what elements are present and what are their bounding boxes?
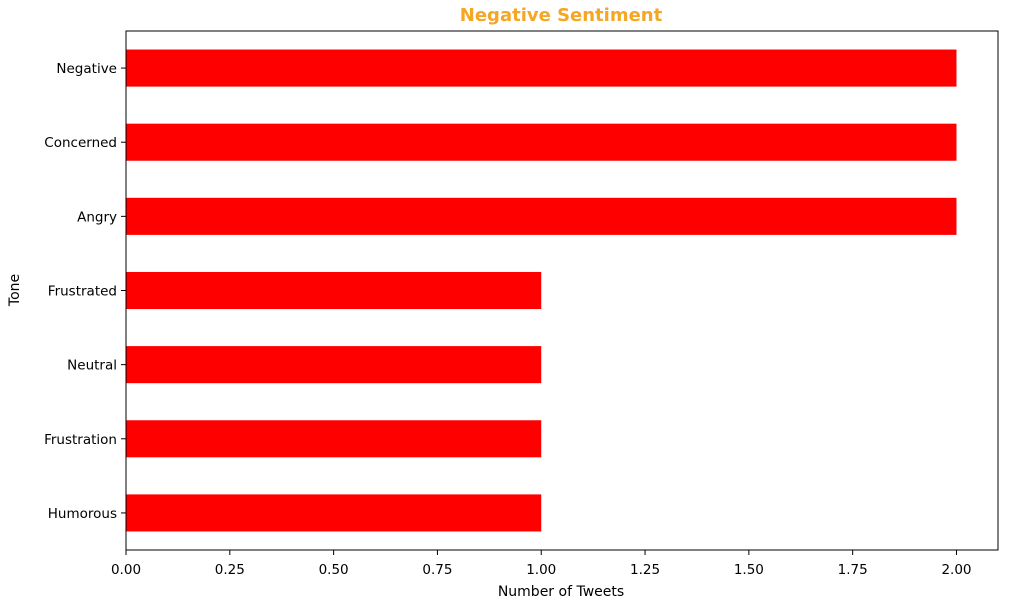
chart-title: Negative Sentiment: [460, 5, 663, 26]
y-tick-label: Angry: [77, 209, 117, 225]
x-tick-label: 1.25: [630, 562, 660, 578]
bar-neutral: [126, 346, 542, 384]
x-axis-label: Number of Tweets: [498, 584, 624, 600]
bar-concerned: [126, 123, 957, 161]
x-tick-label: 1.75: [838, 562, 868, 578]
y-axis-label: Tone: [7, 274, 23, 307]
x-tick-label: 0.25: [215, 562, 245, 578]
y-tick-label: Concerned: [44, 135, 117, 151]
y-tick-label: Frustration: [44, 432, 117, 448]
x-tick-label: 0.75: [422, 562, 452, 578]
bar-frustration: [126, 420, 542, 458]
y-axis-ticks: Negative Concerned Angry Frustrated Neutral F…: [44, 61, 126, 522]
y-tick-label: Frustrated: [48, 284, 117, 300]
x-tick-label: 2.00: [941, 562, 971, 578]
y-tick-label: Negative: [56, 61, 117, 77]
y-tick-label: Neutral: [67, 358, 117, 374]
bar-negative: [126, 49, 957, 87]
bar-humorous: [126, 494, 542, 532]
bar-frustrated: [126, 271, 542, 310]
x-axis-ticks: 0.00 0.25 0.50 0.75 1.00 1.25 1.50 1.75 2.00: [111, 550, 972, 578]
y-tick-label: Humorous: [48, 506, 117, 522]
bars-group: [126, 49, 957, 532]
bar-angry: [126, 197, 957, 235]
x-tick-label: 0.50: [319, 562, 349, 578]
x-tick-label: 1.00: [526, 562, 556, 578]
x-tick-label: 1.50: [734, 562, 764, 578]
x-tick-label: 0.00: [111, 562, 141, 578]
